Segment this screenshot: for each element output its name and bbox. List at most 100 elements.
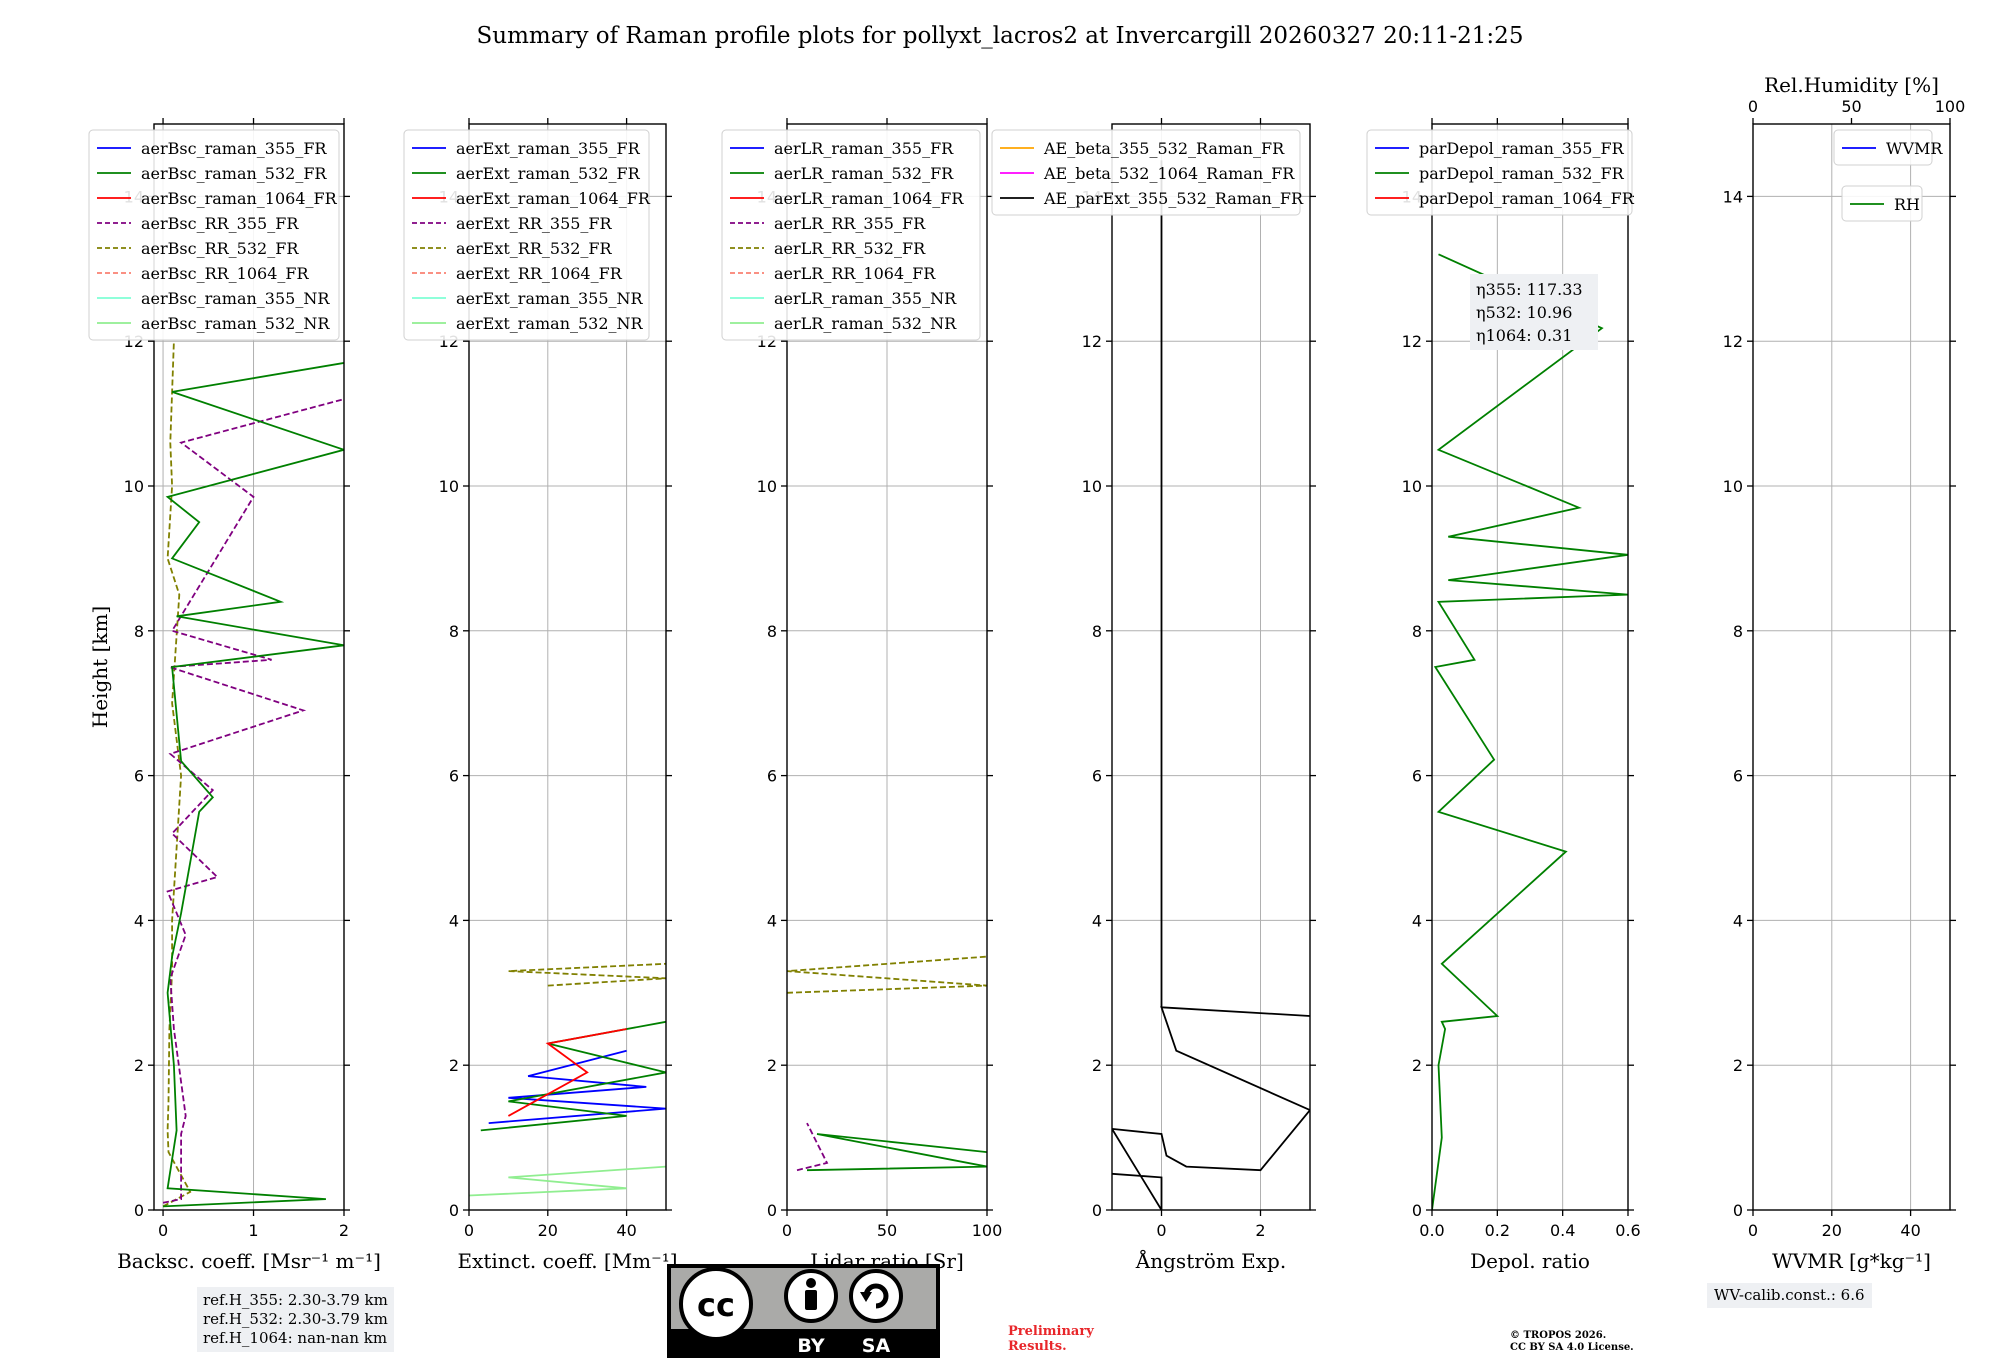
x-tick-label: 1 <box>248 1221 258 1240</box>
y-tick-label: 0 <box>1412 1201 1422 1220</box>
y-tick-label: 10 <box>1723 477 1743 496</box>
axes-frame <box>1752 123 1951 1211</box>
series-aerLR_raman_532_FR <box>806 1133 987 1172</box>
cc-by-label: BY <box>797 1335 824 1357</box>
x-tick-label: 0 <box>1156 1221 1166 1240</box>
legend-frame <box>721 129 981 341</box>
figure-title: Summary of Raman profile plots for polly… <box>477 23 1524 49</box>
legend-entry: AE_parExt_355_532_Raman_FR <box>1043 189 1304 208</box>
eta-entry: η355: 117.33 <box>1476 280 1583 299</box>
panel-wv: 0 20 40 0 2 4 6 8 10 12 14 WVMR [g*kg⁻¹] 0 50 100Rel.H… <box>1723 73 1966 1273</box>
legend-entry: aerLR_raman_355_NR <box>774 289 957 308</box>
legend: aerBsc_raman_355_FR aerBsc_raman_532_FRae… <box>88 129 340 341</box>
y-tick-label: 0 <box>449 1201 459 1220</box>
y-tick-label: 4 <box>134 911 144 930</box>
wv-calib-box: WV-calib.const.: 6.6 <box>1707 1283 1872 1308</box>
y-tick-label: 6 <box>1733 767 1743 786</box>
y-tick-label: 8 <box>767 622 777 641</box>
axes-frame <box>1431 123 1629 1211</box>
y-tick-label: 14 <box>1723 187 1743 206</box>
series-aerLR_RR_532_FR <box>787 955 987 994</box>
legend-entry: WVMR <box>1886 139 1943 158</box>
y-tick-label: 12 <box>1082 332 1102 351</box>
series-aerBsc_RR_532_FR <box>162 341 192 1208</box>
y-tick-label: 2 <box>1733 1056 1743 1075</box>
x-tick-label: 0.4 <box>1550 1221 1575 1240</box>
x-tick-label: 0.0 <box>1419 1221 1444 1240</box>
series-group <box>162 341 344 1208</box>
legend-wvmr: WVMR <box>1833 129 1943 166</box>
eta-entry: η1064: 0.31 <box>1476 326 1572 345</box>
y-tick-label: 8 <box>134 622 144 641</box>
legend-entry: aerLR_raman_532_NR <box>774 314 957 333</box>
y-tick-label: 2 <box>449 1056 459 1075</box>
y-tick-label: 10 <box>124 477 144 496</box>
y-tick-label: 10 <box>757 477 777 496</box>
preliminary-results-note: Preliminary Results. <box>1008 1324 1094 1354</box>
legend: parDepol_raman_355_FR parDepol_raman_532_… <box>1366 129 1635 216</box>
y-tick-label: 6 <box>1412 767 1422 786</box>
x-tick-label: 2 <box>339 1221 349 1240</box>
legend-entry: aerLR_RR_355_FR <box>774 214 926 233</box>
top-tick-label: 0 <box>1748 97 1758 116</box>
y-tick-label: 4 <box>449 911 459 930</box>
x-tick-label: 0 <box>1748 1221 1758 1240</box>
y-tick-label: 12 <box>1723 332 1743 351</box>
y-tick-label: 12 <box>1402 332 1422 351</box>
legend-entry: aerExt_RR_355_FR <box>456 214 613 233</box>
x-tick-label: 20 <box>538 1221 558 1240</box>
legend-entry: aerBsc_raman_355_FR <box>141 139 327 158</box>
legend-entry: aerLR_raman_355_FR <box>774 139 954 158</box>
legend-entry: aerExt_RR_1064_FR <box>456 264 623 283</box>
legend-entry: aerExt_raman_532_NR <box>456 314 644 333</box>
y-tick-label: 4 <box>767 911 777 930</box>
y-tick-label: 4 <box>1733 911 1743 930</box>
series-aerExt_raman_532_NR <box>469 1165 666 1197</box>
legend-entry: aerExt_raman_355_NR <box>456 289 644 308</box>
y-tick-label: 2 <box>767 1056 777 1075</box>
cc-by-sa-badge: cc BY SA <box>667 1264 940 1358</box>
x-tick-label: 0.2 <box>1485 1221 1510 1240</box>
legend-entry: aerBsc_raman_1064_FR <box>141 189 338 208</box>
legend-entry: aerLR_RR_532_FR <box>774 239 926 258</box>
panel-angstrom: 0202468101214Ångström Exp.AE_beta_355_53… <box>991 118 1316 1273</box>
x-tick-label: 0 <box>782 1221 792 1240</box>
wv-calib-const: WV-calib.const.: 6.6 <box>1714 1286 1865 1304</box>
x-tick-label: 0 <box>464 1221 474 1240</box>
y-tick-label: 4 <box>1412 911 1422 930</box>
top-axis-label: Rel.Humidity [%] <box>1764 73 1939 97</box>
series-aerBsc_RR_355_FR <box>162 398 344 1204</box>
x-tick-label: 40 <box>1900 1221 1920 1240</box>
legend-frame <box>991 129 1301 216</box>
legend-entry: parDepol_raman_532_FR <box>1419 164 1625 183</box>
x-tick-label: 0 <box>158 1221 168 1240</box>
x-tick-label: 20 <box>1822 1221 1842 1240</box>
y-tick-label: 0 <box>1092 1201 1102 1220</box>
reference-height-box: ref.H_355: 2.30-3.79 km ref.H_532: 2.30-… <box>197 1287 394 1352</box>
y-tick-label: 6 <box>134 767 144 786</box>
y-tick-label: 2 <box>1412 1056 1422 1075</box>
legend-entry: aerBsc_raman_355_NR <box>141 289 330 308</box>
cc-sa-label: SA <box>862 1335 891 1357</box>
x-axis-label: Ångström Exp. <box>1135 1248 1286 1273</box>
series-group <box>1112 160 1310 1210</box>
series-aerBsc_raman_532_FR <box>162 362 344 1208</box>
x-axis-label: Backsc. coeff. [Msr⁻¹ m⁻¹] <box>117 1249 381 1273</box>
legend-entry: aerBsc_RR_355_FR <box>141 214 299 233</box>
y-tick-label: 0 <box>134 1201 144 1220</box>
ref-h-355: ref.H_355: 2.30-3.79 km <box>203 1291 388 1309</box>
panel-depol: 0.00.20.40.602468101214Depol. ratioparDe… <box>1366 118 1641 1273</box>
legend-frame <box>88 129 340 341</box>
legend-frame <box>403 129 650 341</box>
y-tick-label: 2 <box>1092 1056 1102 1075</box>
ref-h-532: ref.H_532: 2.30-3.79 km <box>203 1310 388 1328</box>
sa-share-icon <box>849 1269 903 1323</box>
x-axis-label: Depol. ratio <box>1470 1249 1590 1273</box>
ref-h-1064: ref.H_1064: nan-nan km <box>203 1329 388 1347</box>
x-tick-label: 0.6 <box>1615 1221 1640 1240</box>
series-parDepol_raman_532_FR <box>1432 253 1628 1210</box>
y-axis-label: Height [km] <box>88 606 112 728</box>
legend-frame <box>1833 129 1933 166</box>
y-tick-label: 8 <box>1733 622 1743 641</box>
